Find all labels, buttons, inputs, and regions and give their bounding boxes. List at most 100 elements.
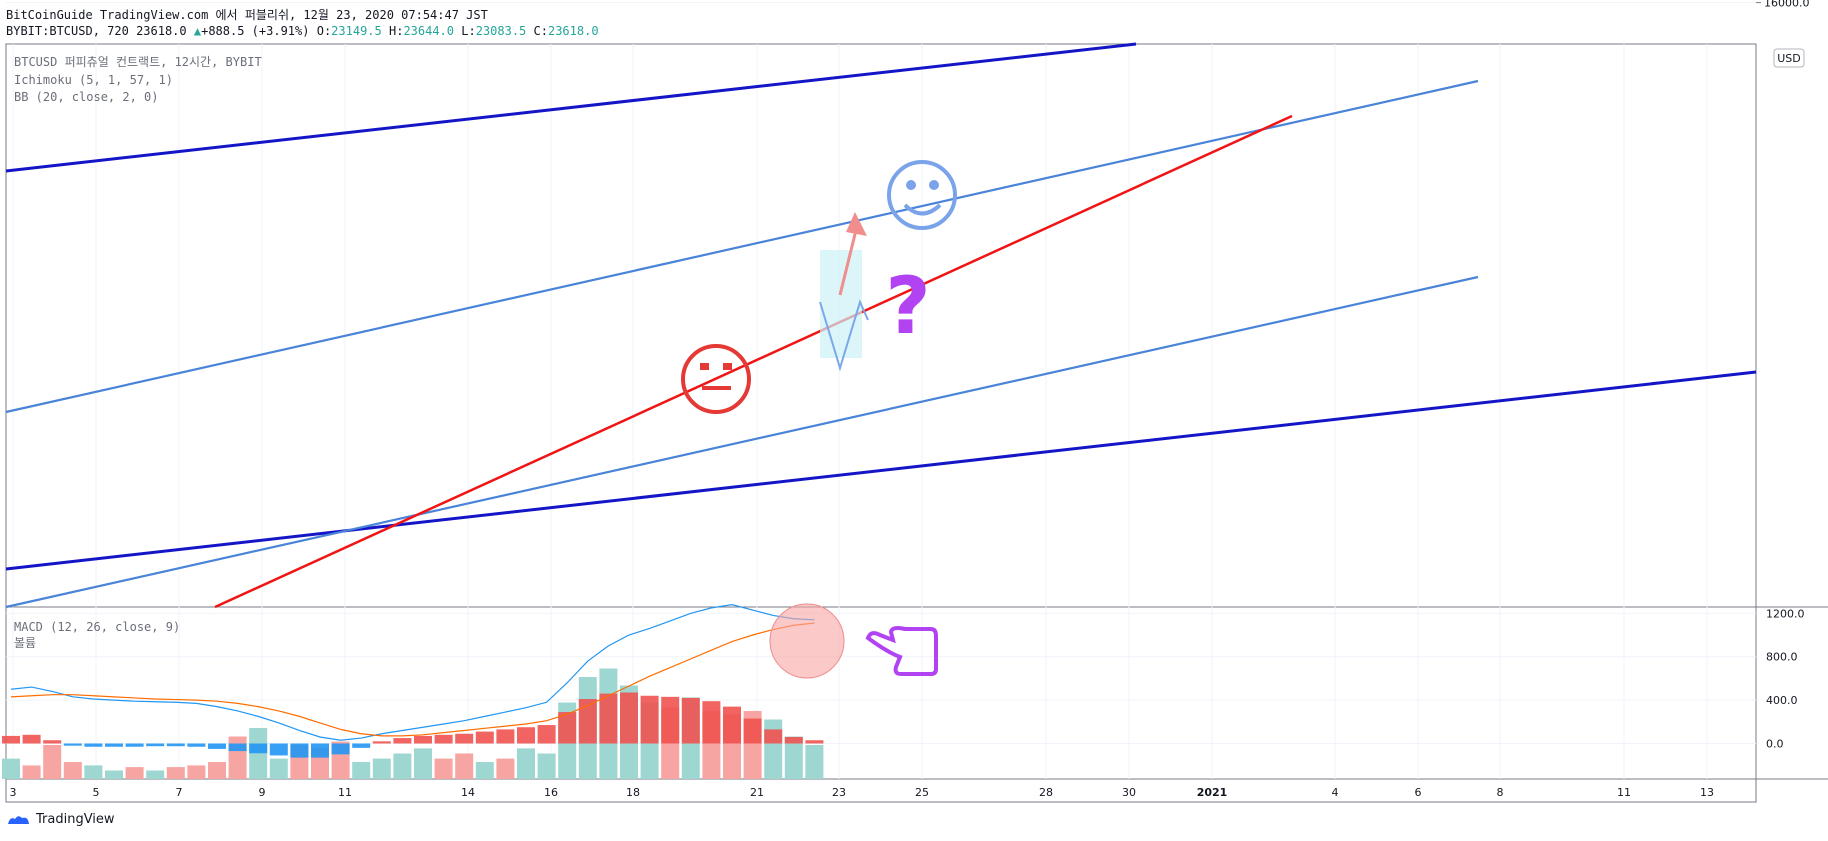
signal-line	[10, 622, 815, 737]
symbol-label[interactable]: BYBIT:BTCUSD, 720	[6, 24, 129, 38]
macd-tick-label: 0.0	[1766, 738, 1784, 751]
macd-histogram-bar	[146, 743, 165, 747]
macd-histogram-bar	[578, 699, 597, 744]
tradingview-brand[interactable]: TradingView	[6, 812, 115, 827]
macd-histogram-bar	[805, 740, 824, 744]
macd-histogram-bar	[166, 743, 185, 747]
volume-legend[interactable]: 볼륨	[14, 636, 36, 650]
brand-label: TradingView	[36, 812, 115, 827]
smiley-face-icon	[887, 160, 957, 230]
volume-bar	[805, 745, 824, 779]
macd-histogram-bar	[661, 696, 680, 744]
currency-button[interactable]	[1773, 48, 1805, 68]
time-tick-label: 28	[1039, 786, 1053, 799]
macd-histogram-bar	[372, 741, 391, 744]
macd-histogram-bar	[187, 743, 206, 747]
volume-bar	[249, 728, 268, 779]
time-axis[interactable]: 3 5 7 9 11 14 16 18 21 23 25 28 30 2021 4 6 8 11 13	[10, 786, 1715, 799]
volume-bar	[187, 765, 206, 779]
macd-histogram-bar	[84, 743, 103, 747]
macd-histogram-bar	[43, 740, 62, 744]
macd-legend[interactable]: MACD (12, 26, close, 9)	[14, 620, 180, 634]
currency-button-label: USD	[1777, 52, 1801, 65]
open-value: 23149.5	[331, 24, 382, 38]
time-tick-label: 6	[1415, 786, 1422, 799]
neutral-eye-icon	[700, 363, 709, 370]
volume-bar	[22, 765, 41, 779]
macd-histogram-bar	[681, 697, 700, 744]
macd-scale[interactable]: 1200.0 800.0 400.0 0.0	[1766, 607, 1805, 750]
time-tick-label: 11	[338, 786, 352, 799]
macd-histogram-bar	[599, 693, 618, 744]
macd-histogram-bar	[63, 743, 82, 746]
time-tick-label: 21	[750, 786, 764, 799]
macd-histogram-bar	[764, 729, 783, 744]
time-tick-label: 18	[626, 786, 640, 799]
last-price: 23618.0	[136, 24, 187, 38]
projection-arrow-shaft	[838, 221, 860, 296]
macd-histogram-bar	[558, 712, 577, 744]
grid	[6, 2, 1756, 779]
macd-pane	[2, 604, 824, 779]
time-tick-label: 23	[832, 786, 846, 799]
time-tick-label: 11	[1617, 786, 1631, 799]
trend-lines[interactable]	[5, 42, 1757, 609]
time-tick-label: 14	[461, 786, 475, 799]
time-tick-label: 2021	[1197, 786, 1228, 799]
volume-bar	[105, 770, 123, 779]
ichimoku-legend[interactable]: Ichimoku (5, 1, 57, 1)	[14, 73, 173, 87]
macd-tick-label: 400.0	[1766, 694, 1798, 707]
macd-histogram-bar	[125, 743, 144, 747]
high-label: H:	[388, 24, 404, 38]
time-tick-label: 25	[915, 786, 929, 799]
macd-tick-label: 800.0	[1766, 651, 1798, 664]
macd-histogram-bar	[22, 734, 41, 744]
macd-histogram-bar	[517, 727, 535, 744]
macd-histogram-bar	[743, 718, 762, 744]
macd-histogram-bar	[352, 743, 371, 748]
macd-histogram-bar	[249, 743, 268, 754]
macd-line	[10, 604, 815, 741]
volume-bar	[269, 758, 288, 779]
macd-histogram-bar	[331, 743, 350, 755]
up-arrow-icon: ▲	[193, 24, 202, 38]
highlight-circle	[769, 603, 845, 679]
macd-histogram-bar	[496, 729, 515, 744]
close-label: C:	[533, 24, 548, 38]
low-value: 23083.5	[475, 24, 527, 38]
volume-bar	[146, 770, 165, 779]
volume-bar	[393, 753, 412, 779]
time-tick-label: 9	[259, 786, 266, 799]
macd-histogram-bar	[702, 701, 721, 744]
volume-bar	[228, 736, 247, 779]
price-scale[interactable]: 29000.028000.027000.026000.025000.024000…	[1756, 0, 1819, 10]
time-tick-label: 16	[544, 786, 558, 799]
volume-bar	[455, 753, 474, 779]
bb-legend[interactable]: BB (20, close, 2, 0)	[14, 90, 159, 104]
volume-bar	[764, 719, 783, 779]
close-value: 23618.0	[547, 24, 599, 38]
projection-zigzag	[819, 299, 869, 372]
macd-histogram-bar	[2, 735, 20, 744]
time-tick-label: 13	[1700, 786, 1714, 799]
chart-legend-title: BTCUSD 퍼피츄얼 컨트랙트, 12시간, BYBIT	[14, 55, 262, 69]
upper-blue-line	[5, 79, 1479, 414]
time-tick-label: 4	[1332, 786, 1339, 799]
volume-bar	[63, 762, 82, 779]
price-change: +888.5 (+3.91%)	[201, 24, 310, 38]
neutral-face-icon	[681, 344, 751, 414]
macd-histogram-bar	[537, 725, 556, 744]
macd-histogram-bar	[640, 695, 659, 744]
low-label: L:	[461, 24, 476, 38]
publish-header: BitCoinGuide TradingView.com 에서 퍼블리쉬, 12…	[6, 8, 488, 22]
volume-bar	[372, 758, 391, 779]
smiley-mouth-icon	[903, 203, 942, 216]
macd-histogram-bar	[228, 743, 247, 752]
drawings[interactable]: ?	[681, 160, 957, 679]
neutral-eye-icon	[723, 363, 732, 370]
tradingview-logo-icon	[8, 815, 29, 824]
macd-histogram-bar	[434, 734, 453, 744]
projection-arrowhead	[846, 212, 867, 236]
price-tick-label: 16000.0	[1764, 0, 1810, 10]
